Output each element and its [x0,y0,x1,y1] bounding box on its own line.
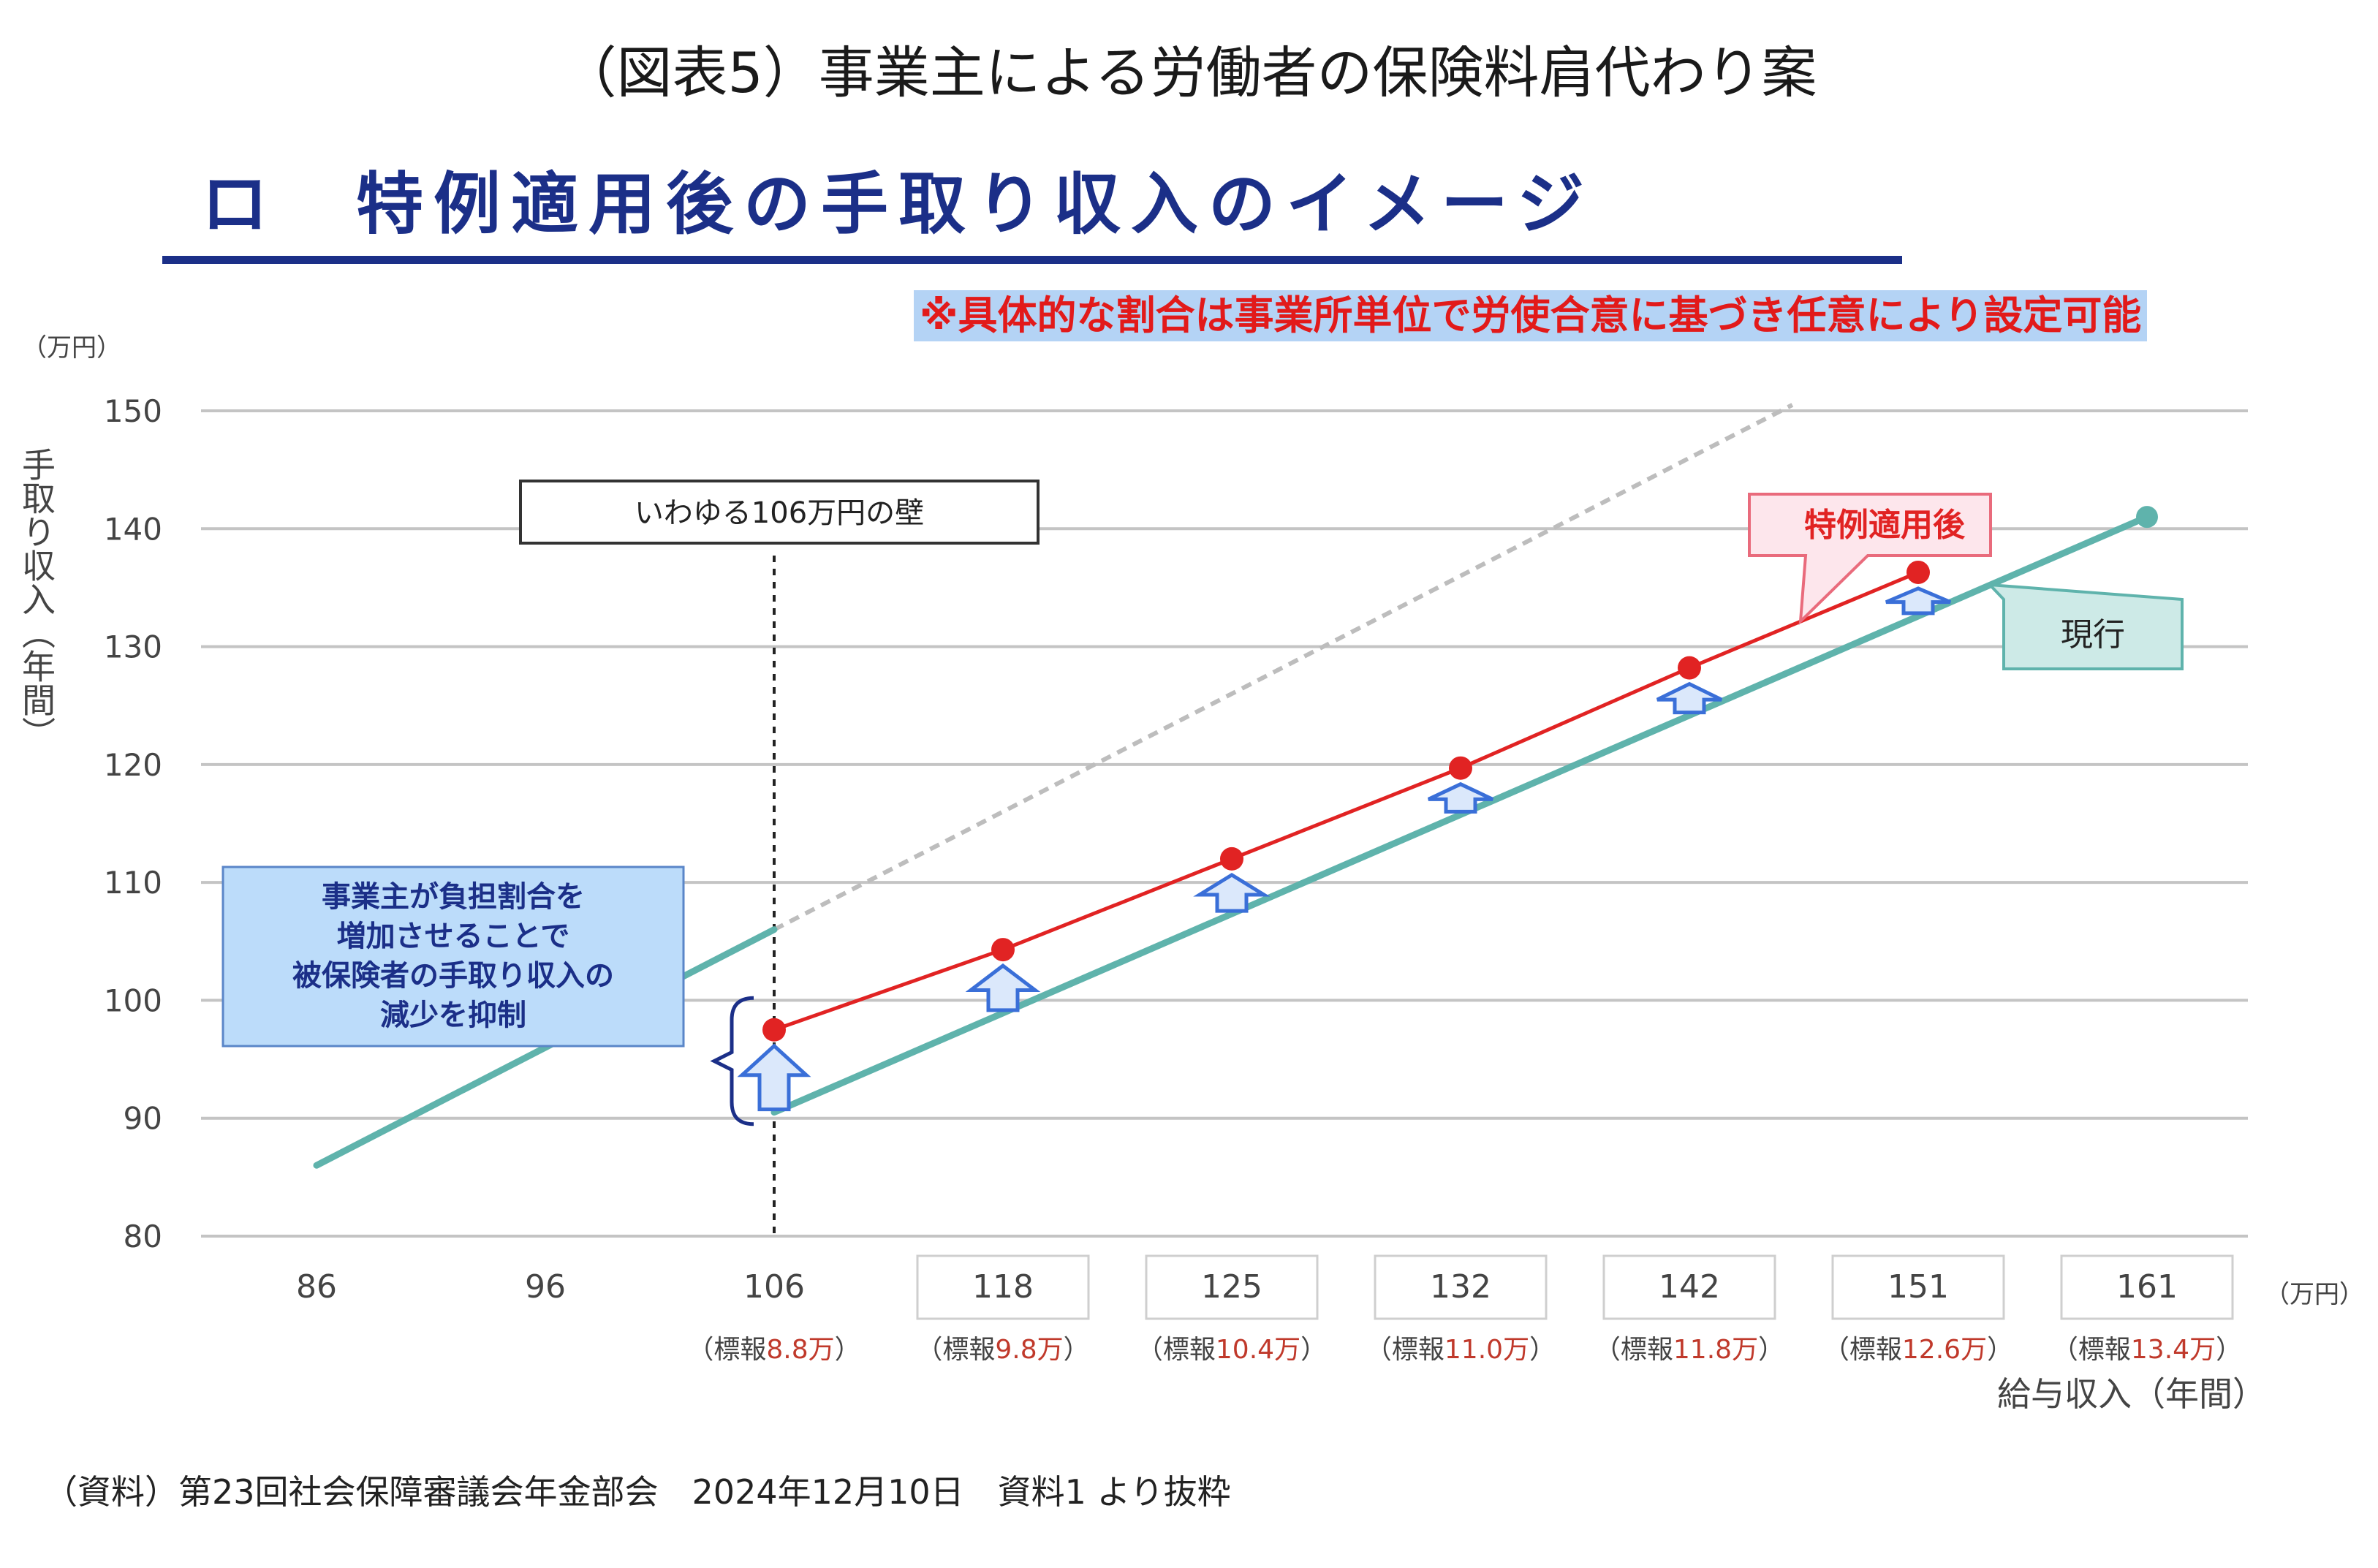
y-tick-label-110: 110 [104,865,162,901]
current-series-label: 現行 [2061,616,2125,654]
wall-label: いわゆる106万円の壁 [635,496,924,530]
x-tick-sub-142: （標報11.8万） [1594,1335,1784,1365]
special-point-4 [1678,656,1701,680]
y-tick-label-100: 100 [104,982,162,1018]
chart-subtitle: ロ 特例適用後の手取り収入のイメージ [201,165,1595,243]
x-tick-sub-106: （標報8.8万） [687,1335,860,1365]
x-tick-sub-161: （標報13.4万） [2052,1335,2242,1365]
x-tick-label-161: 161 [2116,1268,2178,1306]
page-title: （図表5）事業主による労働者の保険料肩代わり案 [561,40,1817,105]
arrow-layer [737,586,1951,1112]
callout-layer: 事業主が負担割合を増加させることで被保険者の手取り収入の減少を抑制 [221,866,754,1126]
x-tick-label-151: 151 [1887,1268,1949,1306]
reference-dashed-line [773,403,1794,932]
y-tick-label-150: 150 [104,393,162,429]
special-point-3 [1449,756,1472,780]
note-banner: ※具体的な割合は事業所単位で労使合意に基づき任意により設定可能 [914,290,2148,341]
special-series-label: 特例適用後 [1804,507,1966,544]
increase-arrow-3 [1427,781,1494,814]
special-point-1 [991,938,1015,962]
callout-line-2: 被保険者の手取り収入の [292,959,614,993]
subtitle-underline [162,256,1902,264]
callout-line-3: 減少を抑制 [380,999,526,1032]
current-label-box [1985,583,2184,670]
increase-arrow-1 [965,963,1041,1012]
x-tick-label-86: 86 [296,1268,337,1306]
y-axis-unit: （万円） [22,333,121,363]
x-tick-label-96: 96 [525,1268,566,1306]
callout-line-1: 増加させることで [337,920,570,953]
grid-layer [201,409,2248,1238]
increase-arrow-2 [1193,872,1271,913]
brace-bracket [710,996,754,1126]
current-line-segment-1 [770,513,2151,1116]
x-axis-unit: （万円） [2265,1280,2364,1309]
increase-arrow-0 [737,1043,811,1112]
x-tick-box-161 [2060,1254,2234,1320]
wall-label-box [519,480,1040,545]
y-tick-label-80: 80 [124,1219,162,1254]
x-tick-sub-118: （標報9.8万） [916,1335,1089,1365]
current-end-point [2136,506,2158,529]
axis-layer: （万円） （万円） 給与収入（年間） 手取り収入（年間） 80 90 100 110 1… [17,333,2364,1414]
x-tick-box-142 [1602,1254,1776,1320]
x-tick-sub-151: （標報12.6万） [1823,1335,2013,1365]
y-tick-label-130: 130 [104,629,162,665]
callout-text: 事業主が負担割合を増加させることで被保険者の手取り収入の減少を抑制 [292,880,614,1032]
reference-layer [773,403,1794,932]
callout-box [221,866,685,1048]
legend-layer: 特例適用後 現行 [1748,493,2184,670]
y-tick-label-120: 120 [104,747,162,783]
x-tick-box-151 [1831,1254,2005,1320]
y-axis-title: 手取り収入（年間） [17,447,56,750]
x-tick-sub-132: （標報11.0万） [1366,1335,1556,1365]
callout-line-0: 事業主が負担割合を [322,880,585,914]
x-tick-label-132: 132 [1430,1268,1491,1306]
x-tick-label-125: 125 [1201,1268,1262,1306]
x-tick-sub-125: （標報10.4万） [1137,1335,1327,1365]
y-tick-label-140: 140 [104,511,162,547]
special-label-box [1748,493,1992,626]
increase-arrow-5 [1885,586,1951,616]
special-point-2 [1220,847,1243,871]
increase-arrow-4 [1656,681,1723,715]
x-tick-box-118 [916,1254,1090,1320]
x-axis-title: 給与収入（年間） [1997,1374,2266,1414]
y-tick-label-90: 90 [124,1101,162,1137]
special-point-0 [762,1018,786,1042]
wall-layer: いわゆる106万円の壁 [519,480,1040,1236]
special-point-5 [1906,560,1930,584]
x-tick-label-142: 142 [1659,1268,1720,1306]
special-line [773,570,1919,1032]
source-note: （資料）第23回社会保障審議会年金部会 2024年12月10日 資料1 より抜粋 [44,1472,1231,1512]
x-tick-label-118: 118 [972,1268,1034,1306]
point-layer [762,506,2158,1042]
x-tick-box-125 [1145,1254,1319,1320]
x-tick-box-132 [1374,1254,1548,1320]
x-tick-label-106: 106 [743,1268,805,1306]
current-line-segment-0 [313,926,778,1169]
series-layer [313,513,2151,1169]
